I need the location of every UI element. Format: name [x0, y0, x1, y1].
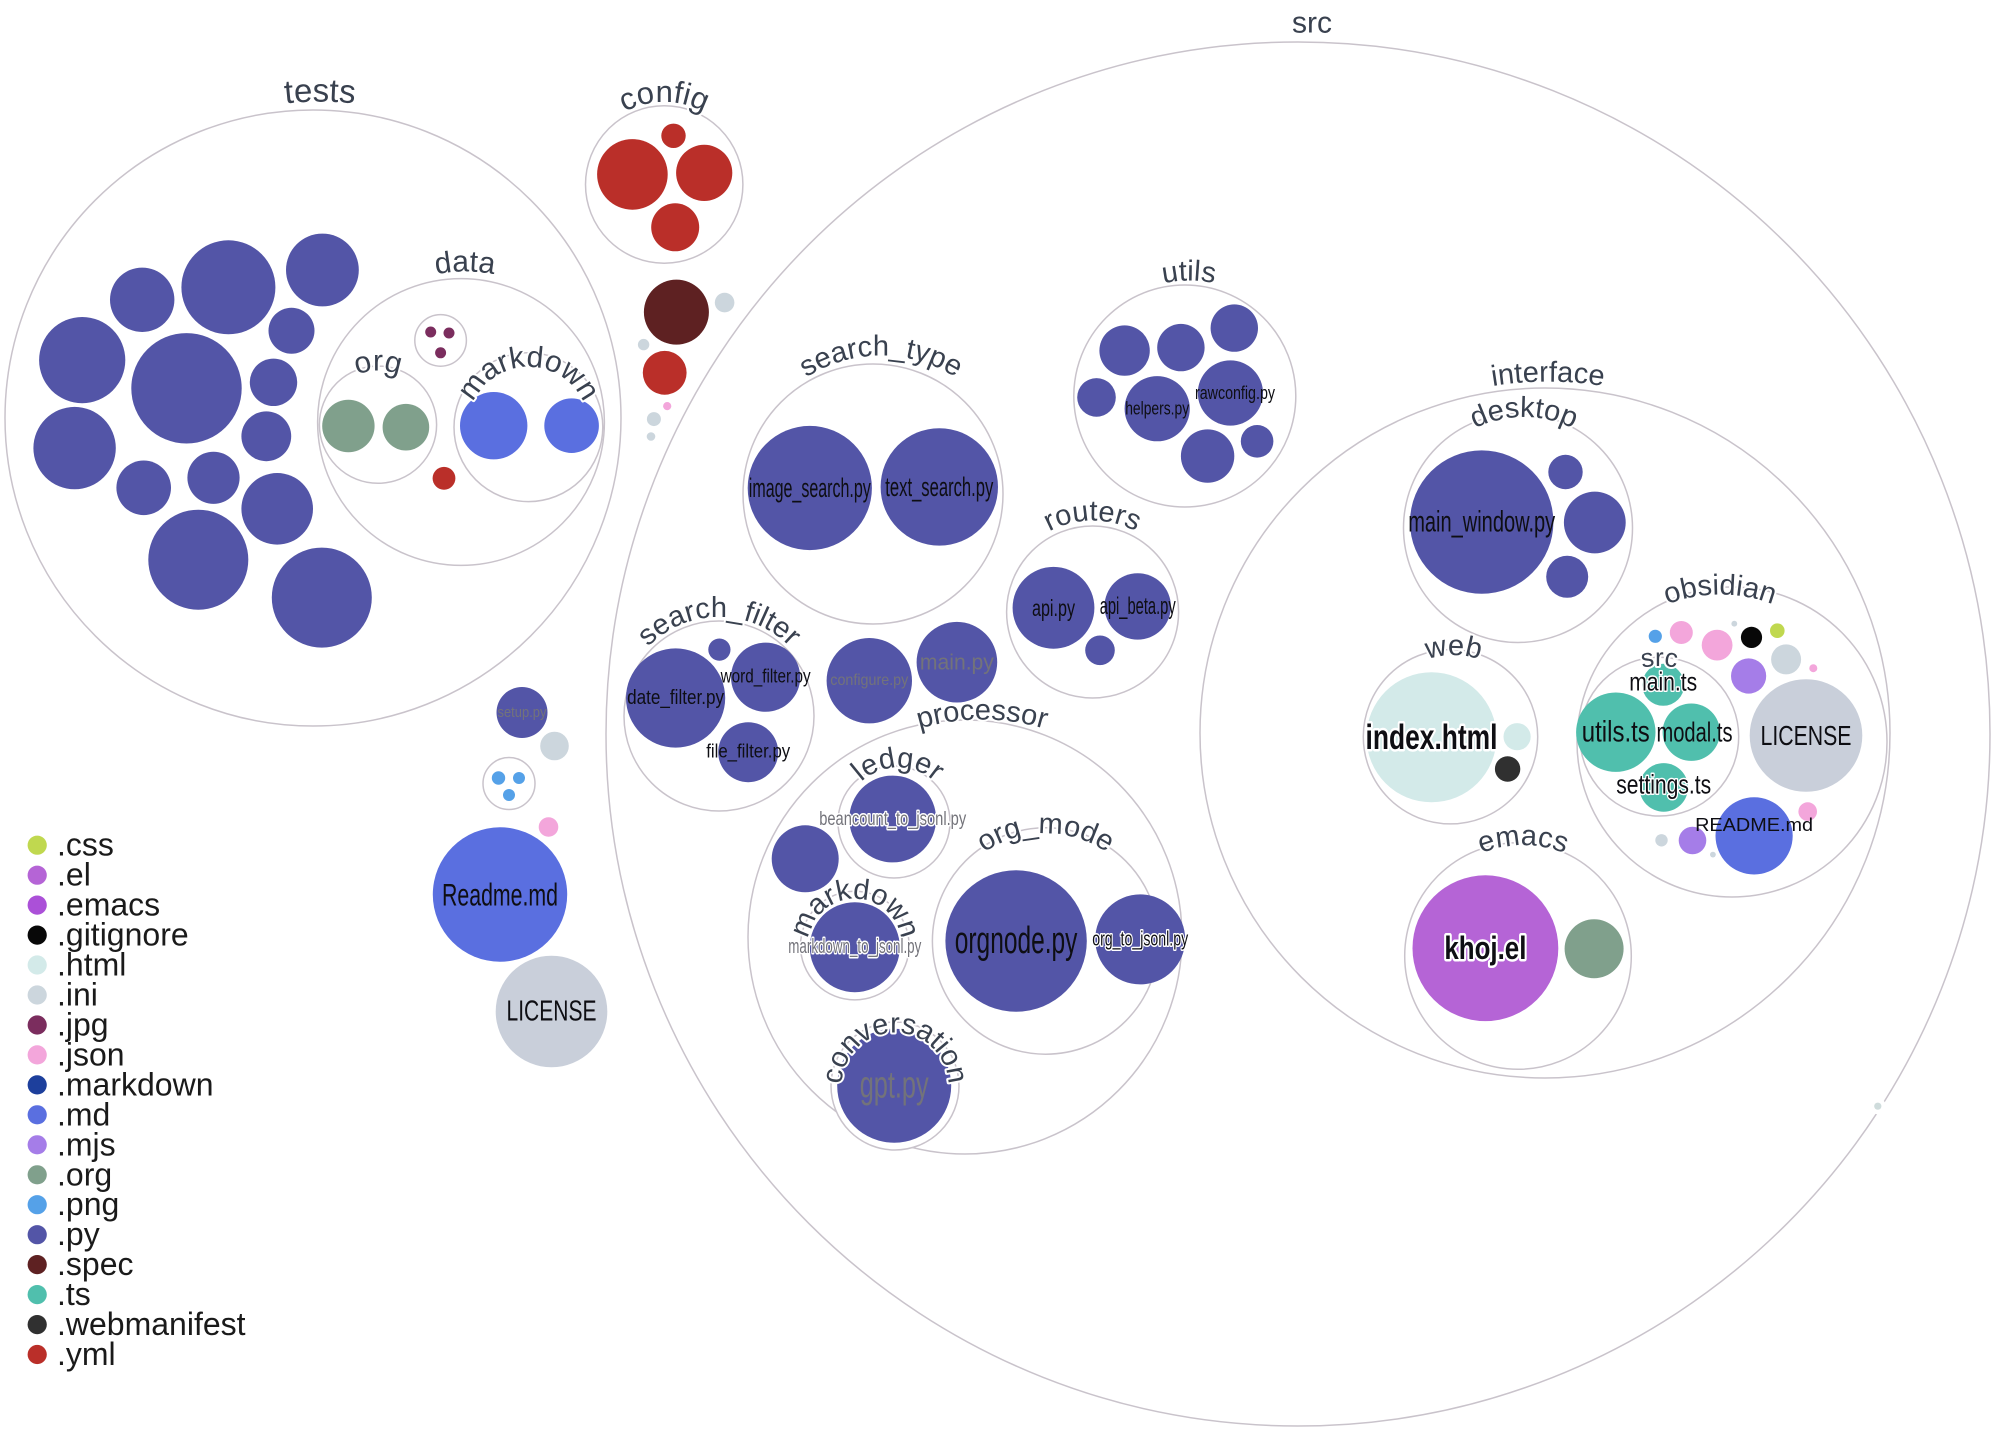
svg-text:word_filter.py: word_filter.py — [720, 667, 811, 688]
svg-text:.png: .png — [57, 1186, 119, 1222]
svg-text:text_search.py: text_search.py — [885, 472, 993, 502]
svg-text:data: data — [432, 245, 497, 281]
svg-text:web: web — [1421, 630, 1485, 666]
svg-text:.gitignore: .gitignore — [57, 917, 189, 953]
svg-text:rawconfig.py: rawconfig.py — [1195, 383, 1275, 403]
svg-text:image_search.py: image_search.py — [749, 473, 871, 503]
svg-text:.mjs: .mjs — [57, 1126, 116, 1162]
svg-text:configure.py: configure.py — [830, 672, 908, 689]
svg-text:beancount_to_jsonl.py: beancount_to_jsonl.py — [819, 808, 966, 830]
svg-text:.yml: .yml — [57, 1336, 116, 1372]
svg-text:main.ts: main.ts — [1629, 667, 1697, 697]
svg-text:file_filter.py: file_filter.py — [706, 742, 790, 763]
svg-text:.ts: .ts — [57, 1276, 91, 1312]
svg-text:.md: .md — [57, 1096, 110, 1132]
svg-text:org_to_jsonl.py: org_to_jsonl.py — [1092, 928, 1188, 950]
svg-text:.ini: .ini — [57, 977, 98, 1013]
svg-text:.spec: .spec — [57, 1246, 133, 1282]
svg-text:.webmanifest: .webmanifest — [57, 1306, 246, 1342]
svg-text:.css: .css — [57, 827, 114, 863]
svg-text:gpt.py: gpt.py — [860, 1065, 929, 1107]
svg-text:modal.ts: modal.ts — [1657, 717, 1733, 748]
svg-text:.emacs: .emacs — [57, 887, 160, 923]
svg-text:Readme.md: Readme.md — [442, 877, 558, 913]
svg-text:LICENSE: LICENSE — [507, 996, 597, 1028]
svg-text:main.py: main.py — [920, 650, 994, 675]
svg-text:org: org — [350, 345, 405, 381]
svg-text:date_filter.py: date_filter.py — [627, 687, 724, 709]
svg-text:.jpg: .jpg — [57, 1007, 109, 1043]
svg-text:main_window.py: main_window.py — [1408, 506, 1555, 539]
svg-text:index.html: index.html — [1366, 718, 1498, 757]
svg-text:markdown_to_jsonl.py: markdown_to_jsonl.py — [788, 936, 921, 958]
svg-text:api_beta.py: api_beta.py — [1100, 593, 1176, 620]
svg-text:orgnode.py: orgnode.py — [955, 920, 1078, 962]
svg-text:src: src — [1292, 6, 1333, 39]
svg-text:README.md: README.md — [1695, 814, 1813, 835]
svg-text:.json: .json — [57, 1036, 125, 1072]
svg-text:settings.ts: settings.ts — [1616, 769, 1711, 799]
svg-text:utils.ts: utils.ts — [1582, 716, 1650, 749]
svg-text:utils: utils — [1159, 255, 1218, 290]
svg-text:khoj.el: khoj.el — [1444, 930, 1526, 966]
svg-text:.html: .html — [57, 947, 126, 983]
svg-text:.py: .py — [57, 1216, 100, 1252]
svg-text:.org: .org — [57, 1156, 112, 1192]
svg-text:.el: .el — [57, 857, 91, 893]
svg-text:interface: interface — [1489, 357, 1607, 393]
svg-text:api.py: api.py — [1032, 595, 1075, 621]
svg-text:helpers.py: helpers.py — [1125, 399, 1189, 419]
svg-text:desktop: desktop — [1465, 392, 1582, 435]
svg-text:setup.py: setup.py — [498, 704, 547, 721]
svg-text:src: src — [1638, 642, 1680, 674]
svg-text:.markdown: .markdown — [57, 1066, 214, 1102]
svg-text:LICENSE: LICENSE — [1761, 720, 1852, 751]
